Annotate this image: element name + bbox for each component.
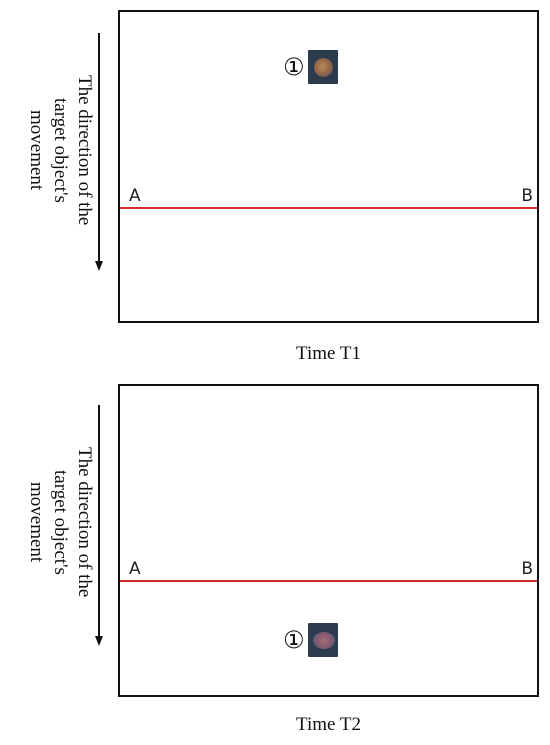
- panel-caption: Time T2: [296, 714, 361, 735]
- direction-arrow-head-icon: [95, 636, 103, 646]
- direction-label-line-3: movement: [26, 481, 47, 563]
- scene-frame: A B ①: [118, 384, 539, 697]
- target-thumbnail: [307, 623, 338, 657]
- direction-arrow-shaft: [98, 33, 100, 261]
- scene-frame: A B ①: [118, 10, 539, 323]
- line-ab: [120, 580, 537, 582]
- direction-label: The direction of the target object's mov…: [0, 422, 96, 622]
- panel-time-t2: The direction of the target object's mov…: [0, 375, 550, 745]
- target-marker: ①: [283, 626, 305, 654]
- direction-label-line-3: movement: [26, 109, 47, 191]
- direction-arrow-shaft: [98, 405, 100, 636]
- panel-time-t1: The direction of the target object's mov…: [0, 0, 550, 372]
- direction-label: The direction of the target object's mov…: [0, 50, 96, 250]
- line-ab: [120, 207, 537, 209]
- target-object: ①: [283, 50, 338, 84]
- point-b-label: B: [521, 186, 533, 206]
- panel-caption: Time T1: [296, 343, 361, 364]
- target-object-icon: [312, 632, 335, 649]
- point-a-label: A: [129, 559, 141, 579]
- point-b-label: B: [521, 559, 533, 579]
- point-a-label: A: [129, 186, 141, 206]
- direction-label-line-1: The direction of the: [74, 74, 95, 226]
- direction-label-line-2: target object's: [50, 469, 71, 575]
- target-object: ①: [283, 623, 338, 657]
- target-marker: ①: [283, 53, 305, 81]
- direction-label-line-2: target object's: [50, 97, 71, 203]
- target-thumbnail: [307, 50, 338, 84]
- direction-label-line-1: The direction of the: [74, 446, 95, 598]
- target-object-icon: [313, 58, 333, 77]
- direction-arrow-head-icon: [95, 261, 103, 271]
